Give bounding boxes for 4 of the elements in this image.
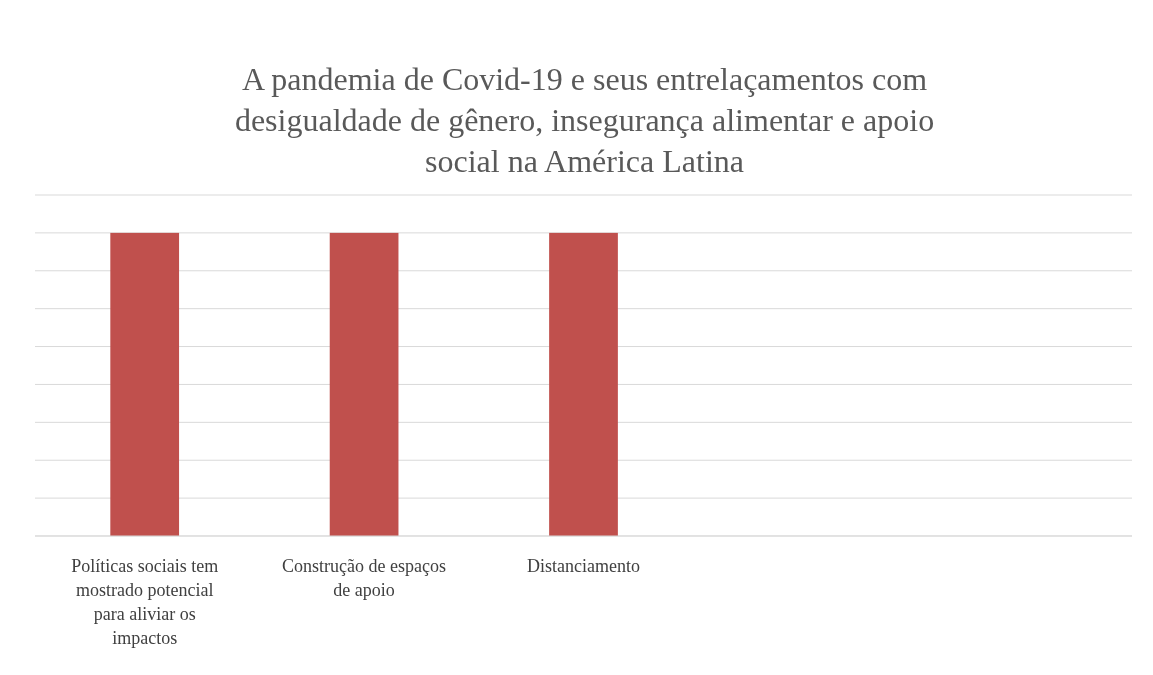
chart-title: A pandemia de Covid-19 e seus entrelaçamentos com desigualdade de gênero, insegurança alimentar e apoio social na América Latina [234,61,935,179]
x-tick-label: Políticas sociais tem mostrado potencial para aliviar os impactos [71,556,219,648]
x-tick-label: Construção de espaços de apoio [282,556,447,600]
x-tick-label: Distanciamento [527,556,640,576]
